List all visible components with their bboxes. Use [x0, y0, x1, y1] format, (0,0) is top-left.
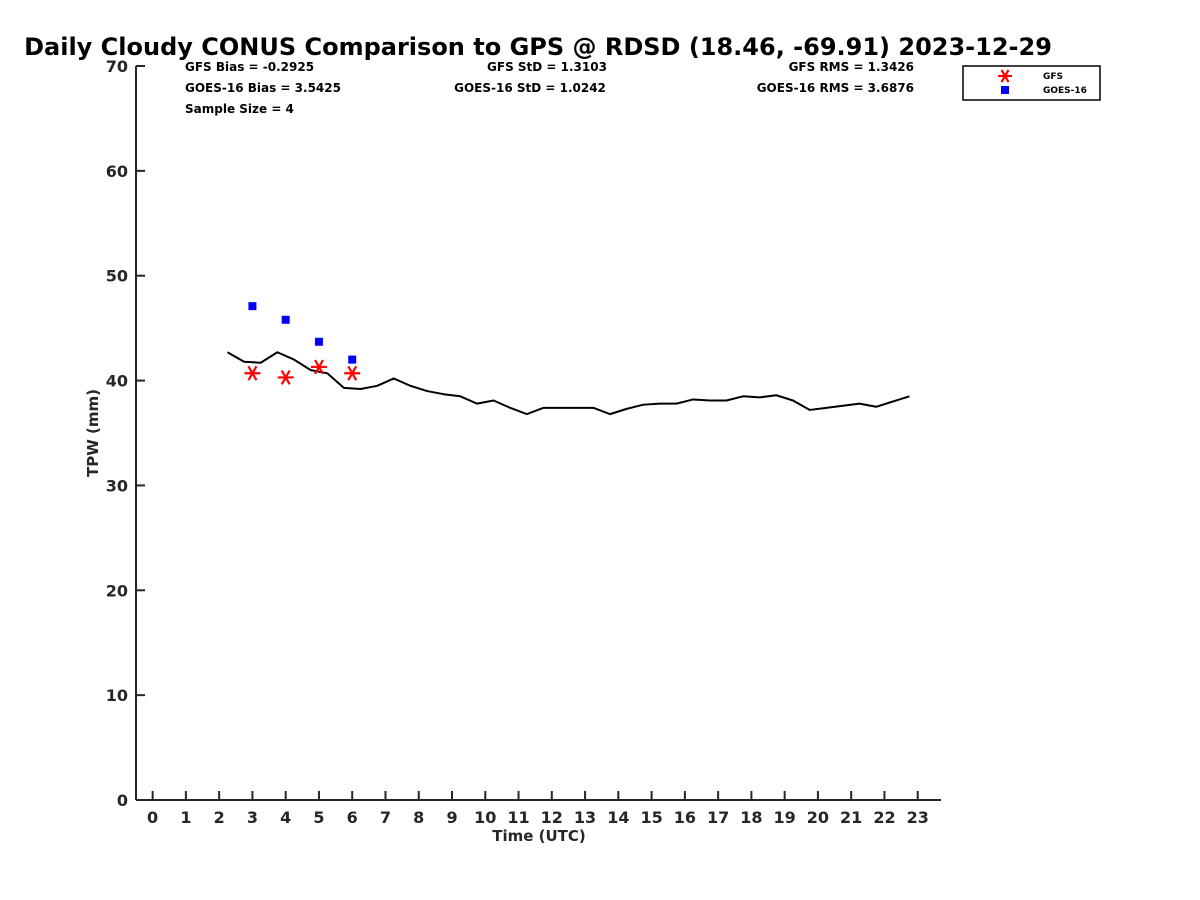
legend-goes-label: GOES-16	[1043, 86, 1087, 96]
x-axis-label: Time (UTC)	[492, 827, 586, 845]
x-tick-label: 20	[807, 808, 829, 827]
legend-asterisk-glyph	[998, 69, 1012, 83]
y-tick-label: 0	[117, 791, 128, 810]
x-tick-label: 12	[541, 808, 563, 827]
gfs-bias-text: GFS Bias = -0.2925	[185, 60, 314, 74]
goes16-square-point	[348, 355, 357, 364]
gfs-asterisk-point	[344, 365, 361, 381]
x-tick-label: 1	[180, 808, 191, 827]
x-tick-label: 4	[280, 808, 291, 827]
statistics-panel: GFS Bias = -0.2925 GOES-16 Bias = 3.5425…	[185, 60, 914, 116]
x-tick-label: 10	[474, 808, 496, 827]
x-tick-label: 19	[774, 808, 796, 827]
legend-box	[962, 65, 1101, 101]
x-tick-label: 22	[873, 808, 895, 827]
goes-rms-text: GOES-16 RMS = 3.6876	[757, 81, 914, 95]
plot-axes: 0 1 2 3 4 5 6 7 8 9 10 11 12 13 14 15 16 17 18 19 20 21 22 2301…	[106, 57, 941, 827]
x-tick-label: 5	[313, 808, 324, 827]
goes16-square-point	[314, 337, 323, 346]
y-tick-label: 50	[106, 267, 128, 286]
legend-goes-square-icon	[1001, 86, 1009, 94]
legend: GFS GOES-16	[962, 65, 1101, 101]
x-tick-label: 6	[347, 808, 358, 827]
gfs-asterisk-point	[310, 359, 327, 375]
y-tick-label: 40	[106, 372, 128, 391]
gfs-asterisk-point	[244, 365, 261, 381]
goes16-square-point	[248, 302, 257, 311]
legend-gfs-label: GFS	[1043, 72, 1063, 82]
y-tick-label: 10	[106, 686, 128, 705]
y-tick-label: 60	[106, 162, 128, 181]
x-tick-label: 15	[640, 808, 662, 827]
legend-gfs-asterisk-icon	[998, 69, 1012, 83]
y-tick-label: 20	[106, 581, 128, 600]
y-axis-label: TPW (mm)	[84, 389, 102, 477]
x-tick-label: 11	[507, 808, 529, 827]
x-tick-label: 23	[907, 808, 929, 827]
goes-bias-text: GOES-16 Bias = 3.5425	[185, 81, 341, 95]
x-tick-label: 7	[380, 808, 391, 827]
sample-size-text: Sample Size = 4	[185, 102, 294, 116]
gfs-std-text: GFS StD = 1.3103	[487, 60, 607, 74]
gfs-asterisk-point	[277, 369, 294, 385]
x-tick-label: 3	[247, 808, 258, 827]
x-tick-label: 8	[413, 808, 424, 827]
x-tick-label: 14	[607, 808, 629, 827]
y-tick-label: 30	[106, 476, 128, 495]
x-tick-label: 0	[147, 808, 158, 827]
goes-std-text: GOES-16 StD = 1.0242	[454, 81, 606, 95]
goes16-square-point	[281, 315, 290, 324]
gps-tpw-line	[226, 351, 910, 416]
gfs-rms-text: GFS RMS = 1.3426	[789, 60, 914, 74]
y-tick-label: 70	[106, 57, 128, 76]
x-tick-label: 13	[574, 808, 596, 827]
x-tick-label: 17	[707, 808, 729, 827]
x-tick-label: 21	[840, 808, 862, 827]
x-tick-label: 9	[446, 808, 457, 827]
chart-title: Daily Cloudy CONUS Comparison to GPS @ R…	[24, 33, 1052, 61]
x-tick-label: 18	[740, 808, 762, 827]
x-tick-label: 16	[674, 808, 696, 827]
x-tick-label: 2	[214, 808, 225, 827]
plot-area	[226, 302, 910, 416]
